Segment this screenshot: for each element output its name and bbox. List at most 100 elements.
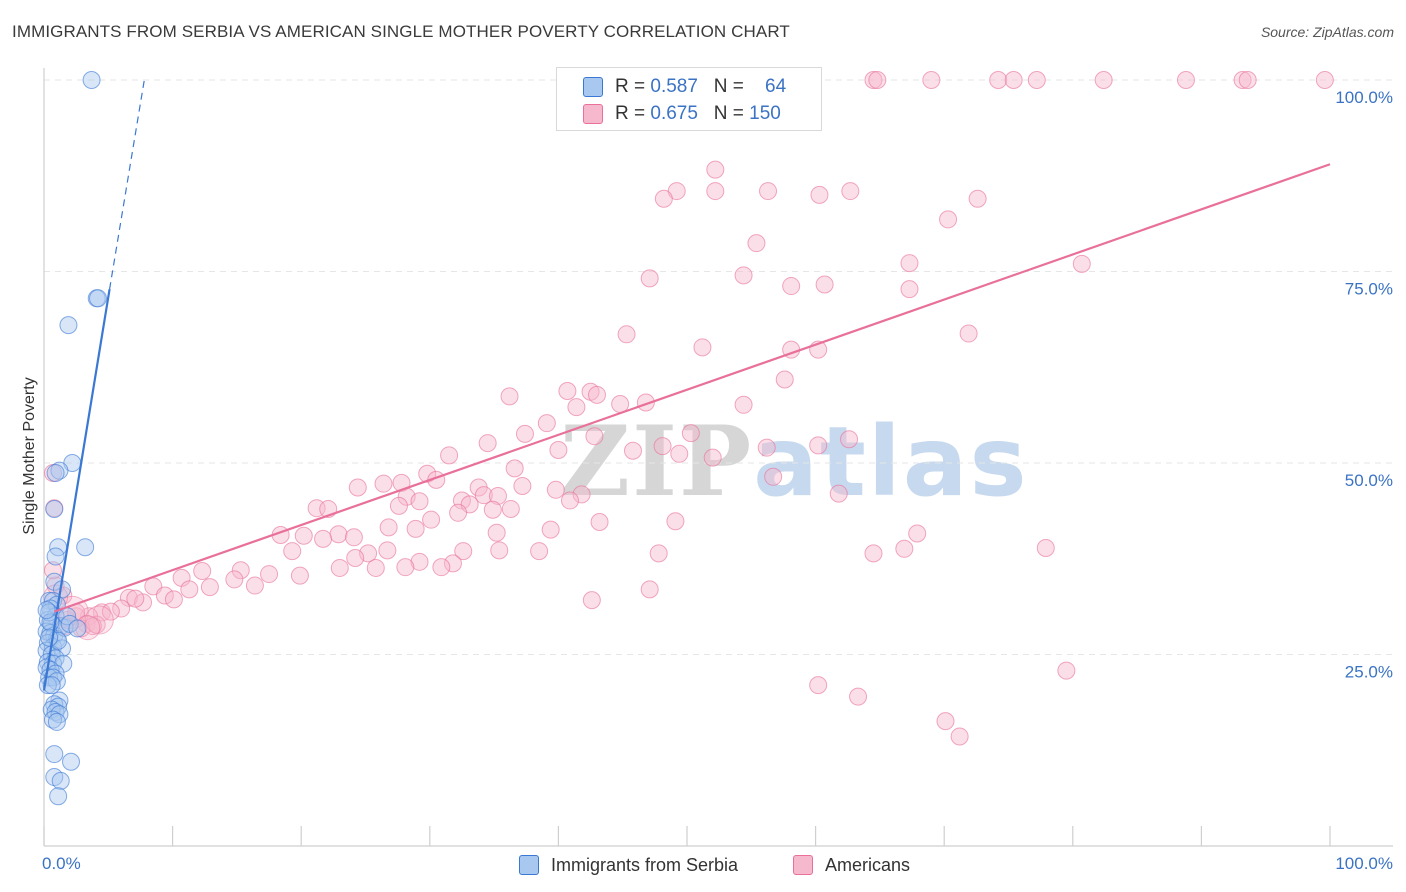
american-point — [809, 676, 828, 695]
legend-r-value: 0.675 — [650, 103, 698, 124]
american-point — [864, 71, 883, 89]
american-point — [443, 554, 462, 573]
american-point — [764, 467, 783, 486]
serbia-point — [82, 71, 101, 89]
american-point — [180, 580, 199, 599]
serbia-point — [62, 752, 81, 771]
american-point — [782, 277, 801, 296]
serbia-point — [51, 771, 70, 790]
american-point — [1027, 71, 1046, 89]
american-point — [389, 496, 408, 515]
american-point — [590, 512, 609, 531]
american-point — [734, 395, 753, 414]
american-point — [396, 558, 415, 577]
american-point — [623, 441, 642, 460]
american-point — [617, 325, 636, 344]
american-point — [474, 486, 493, 505]
serbia-point — [47, 712, 66, 731]
serbia-point — [42, 676, 61, 695]
american-point — [1057, 661, 1076, 680]
serbia-point — [89, 289, 108, 308]
american-point — [490, 541, 509, 560]
y-axis-label: Single Mother Poverty — [21, 377, 38, 535]
bottom-legend-serbia: Immigrants from Serbia — [519, 852, 738, 878]
serbia-points — [37, 71, 108, 806]
bottom-legend-swatch-serbia — [519, 855, 539, 875]
serbia-point — [76, 538, 95, 557]
american-point — [693, 338, 712, 357]
watermark-atlas: atlas — [753, 406, 1029, 518]
american-point — [1094, 71, 1113, 89]
american-point — [515, 424, 534, 443]
american-point — [560, 491, 579, 510]
american-point — [840, 430, 859, 449]
american-point — [449, 503, 468, 522]
american-point — [294, 526, 313, 545]
legend-n-label: N = — [713, 76, 744, 97]
y-tick-label: 75.0% — [1345, 280, 1393, 299]
serbia-point — [46, 547, 65, 566]
american-point — [1238, 71, 1257, 89]
y-tick-label: 100.0% — [1335, 88, 1393, 107]
american-point — [440, 446, 459, 465]
y-tick-label: 25.0% — [1345, 663, 1393, 682]
american-point — [329, 525, 348, 544]
legend-r-label: R = — [615, 76, 646, 97]
american-point — [959, 324, 978, 343]
serbia-point — [40, 628, 59, 647]
american-point — [418, 464, 437, 483]
american-point — [231, 561, 250, 580]
american-point — [454, 542, 473, 561]
legend-swatch-americans — [583, 104, 603, 124]
watermark: ZIPatlas — [560, 405, 1029, 518]
legend-swatch-serbia — [583, 77, 603, 97]
american-point — [290, 566, 309, 585]
american-point — [558, 381, 577, 400]
trend-lines — [42, 79, 1331, 691]
american-point — [908, 524, 927, 543]
american-point — [392, 473, 411, 492]
american-point — [757, 438, 776, 457]
american-point-cluster — [75, 615, 101, 641]
american-point — [1315, 71, 1334, 89]
american-point — [193, 562, 212, 581]
americans-points — [43, 71, 1334, 746]
tick-labels: 25.0% 50.0% 75.0% 100.0% 0.0% 100.0% — [42, 88, 1393, 873]
american-point — [410, 552, 429, 571]
american-point — [541, 520, 560, 539]
american-point — [530, 542, 549, 561]
bottom-legend-americans: Americans — [793, 852, 910, 878]
american-point — [164, 590, 183, 609]
serbia-point — [68, 619, 87, 638]
american-point — [587, 385, 606, 404]
american-point — [968, 189, 987, 208]
serbia-point — [45, 745, 64, 764]
american-point — [900, 254, 919, 273]
american-point — [670, 444, 689, 463]
american-point — [829, 484, 848, 503]
american-point — [950, 727, 969, 746]
american-point — [703, 448, 722, 467]
american-point — [500, 387, 519, 406]
american-point — [483, 500, 502, 519]
axes — [43, 68, 1393, 847]
american-point — [112, 599, 131, 618]
american-point — [366, 558, 385, 577]
american-point — [378, 541, 397, 560]
american-point — [939, 210, 958, 229]
american-point — [841, 182, 860, 201]
serbia-point — [45, 499, 64, 518]
american-point — [810, 185, 829, 204]
american-point — [922, 71, 941, 89]
american-point — [585, 427, 604, 446]
serbia-trend-line — [42, 288, 111, 691]
legend-n-label: N = — [713, 103, 744, 124]
american-point — [1233, 71, 1252, 89]
american-point — [200, 578, 219, 597]
american-point — [410, 492, 429, 511]
y-tick-label: 50.0% — [1345, 471, 1393, 490]
bottom-legend-label-serbia: Immigrants from Serbia — [551, 854, 739, 875]
legend-r-label: R = — [615, 103, 646, 124]
american-point — [314, 529, 333, 548]
